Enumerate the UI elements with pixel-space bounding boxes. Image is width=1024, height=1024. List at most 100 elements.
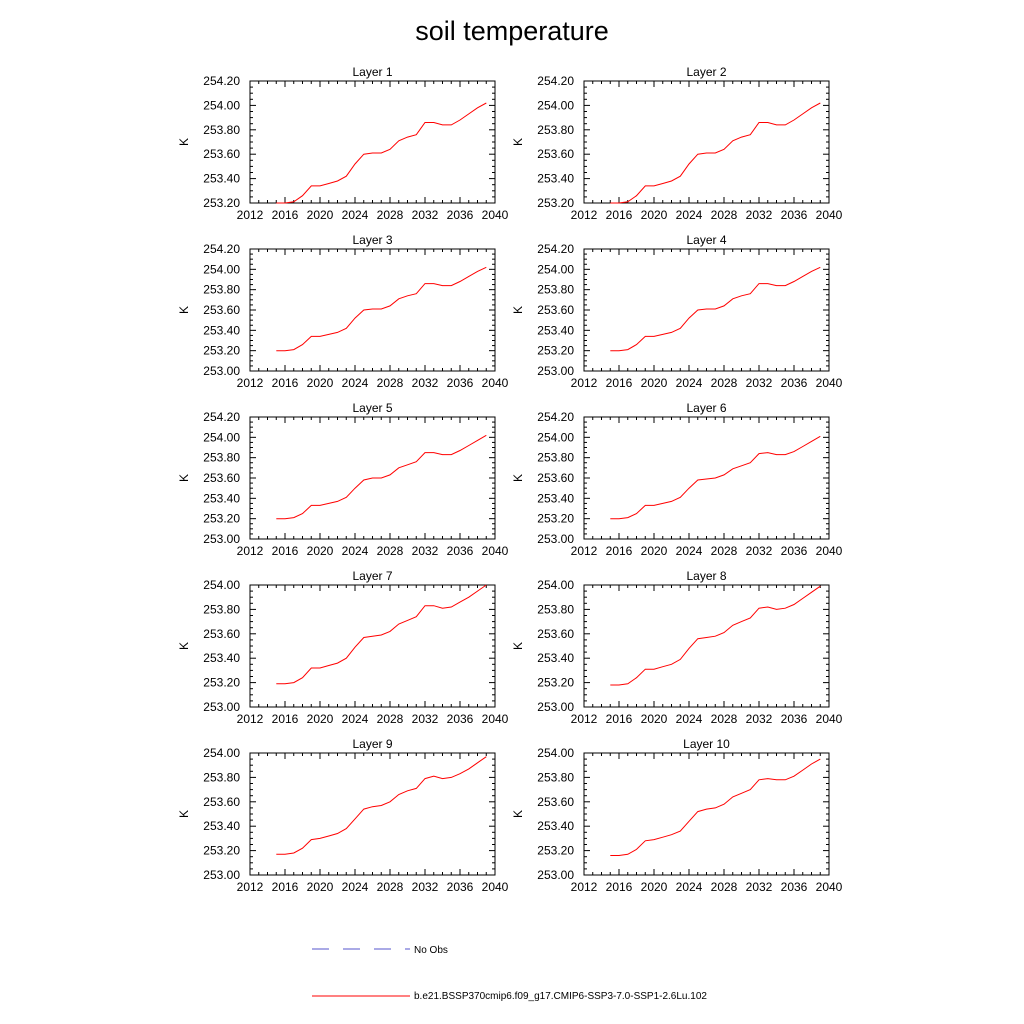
- y-tick-label: 253.60: [537, 471, 574, 485]
- x-tick-label: 2040: [482, 712, 509, 726]
- x-tick-label: 2012: [237, 880, 264, 894]
- x-tick-label: 2036: [447, 544, 474, 558]
- y-axis-label: K: [511, 138, 525, 146]
- series-line: [276, 102, 487, 204]
- panel-3: Layer 3 2012 2016 2020 2024 2028 2032 2036 2040 2…: [177, 233, 509, 390]
- x-tick-label: 2016: [272, 544, 299, 558]
- panel-grid: Layer 1 2012 2016 2020 2024 2028 2032 2036 2040 2…: [177, 65, 843, 894]
- y-tick-label: 253.00: [203, 868, 240, 882]
- panel-5: Layer 5 2012 2016 2020 2024 2028 2032 2036 2040 2…: [177, 401, 509, 558]
- x-tick-label: 2016: [606, 712, 633, 726]
- y-tick-label: 253.40: [537, 172, 574, 186]
- y-tick-label: 253.20: [203, 676, 240, 690]
- x-tick-label: 2020: [641, 376, 668, 390]
- y-tick-label: 254.00: [203, 262, 240, 276]
- x-tick-label: 2032: [412, 208, 439, 222]
- y-tick-label: 253.80: [537, 451, 574, 465]
- plot-frame: [583, 584, 830, 708]
- x-tick-label: 2016: [272, 208, 299, 222]
- x-tick-label: 2040: [816, 208, 843, 222]
- y-tick-label: 254.20: [537, 74, 574, 88]
- x-tick-label: 2032: [412, 712, 439, 726]
- y-tick-label: 253.80: [203, 770, 240, 784]
- x-tick-label: 2020: [641, 880, 668, 894]
- y-tick-label: 254.00: [203, 746, 240, 760]
- x-tick-label: 2040: [482, 376, 509, 390]
- y-tick-label: 253.60: [203, 471, 240, 485]
- x-tick-label: 2040: [482, 880, 509, 894]
- y-tick-label: 253.20: [537, 676, 574, 690]
- y-axis-label: K: [511, 306, 525, 314]
- series-line: [276, 434, 487, 520]
- panel-6: Layer 6 2012 2016 2020 2024 2028 2032 2036 2040 2…: [511, 401, 843, 558]
- x-tick-label: 2012: [571, 544, 598, 558]
- x-tick-label: 2020: [641, 208, 668, 222]
- x-tick-label: 2016: [272, 376, 299, 390]
- x-tick-label: 2028: [377, 712, 404, 726]
- panel-8: Layer 8 2012 2016 2020 2024 2028 2032 2036 2040 2…: [511, 569, 843, 726]
- x-tick-label: 2024: [342, 880, 369, 894]
- plot-frame: [583, 416, 830, 540]
- x-tick-label: 2028: [377, 544, 404, 558]
- x-tick-label: 2032: [412, 880, 439, 894]
- series-line: [610, 758, 821, 856]
- x-tick-label: 2020: [641, 712, 668, 726]
- x-tick-label: 2032: [412, 544, 439, 558]
- x-tick-label: 2028: [377, 208, 404, 222]
- y-tick-label: 253.00: [203, 700, 240, 714]
- panel-4: Layer 4 2012 2016 2020 2024 2028 2032 2036 2040 2…: [511, 233, 843, 390]
- x-tick-label: 2040: [816, 544, 843, 558]
- x-tick-label: 2028: [711, 376, 738, 390]
- y-tick-label: 254.00: [203, 578, 240, 592]
- x-tick-label: 2040: [816, 712, 843, 726]
- panel-title: Layer 2: [686, 65, 726, 79]
- y-tick-label: 254.20: [537, 410, 574, 424]
- x-tick-label: 2036: [781, 544, 808, 558]
- x-tick-label: 2040: [482, 544, 509, 558]
- y-tick-label: 253.60: [537, 795, 574, 809]
- y-tick-label: 254.20: [203, 74, 240, 88]
- y-tick-label: 253.20: [203, 344, 240, 358]
- y-tick-label: 254.20: [537, 242, 574, 256]
- y-tick-label: 253.40: [537, 819, 574, 833]
- series-line: [610, 435, 821, 520]
- y-tick-label: 253.40: [203, 491, 240, 505]
- y-tick-label: 253.80: [203, 283, 240, 297]
- x-tick-label: 2036: [447, 208, 474, 222]
- y-tick-label: 253.80: [203, 451, 240, 465]
- x-tick-label: 2028: [711, 544, 738, 558]
- y-axis-label: K: [177, 642, 191, 650]
- x-tick-label: 2012: [571, 880, 598, 894]
- panel-title: Layer 6: [686, 401, 726, 415]
- x-tick-label: 2024: [676, 880, 703, 894]
- x-tick-label: 2012: [571, 376, 598, 390]
- y-tick-label: 253.00: [537, 868, 574, 882]
- x-tick-label: 2032: [746, 376, 773, 390]
- y-tick-label: 253.60: [537, 627, 574, 641]
- x-tick-label: 2028: [377, 880, 404, 894]
- x-tick-label: 2016: [606, 544, 633, 558]
- figure-title: soil temperature: [415, 16, 609, 46]
- y-tick-label: 253.00: [537, 532, 574, 546]
- y-tick-label: 253.60: [203, 627, 240, 641]
- y-tick-label: 253.80: [537, 123, 574, 137]
- plot-frame: [583, 248, 830, 372]
- x-tick-label: 2032: [746, 880, 773, 894]
- y-tick-label: 253.20: [537, 344, 574, 358]
- x-tick-label: 2028: [711, 712, 738, 726]
- x-tick-label: 2040: [816, 376, 843, 390]
- plot-frame: [583, 80, 830, 204]
- plot-frame: [249, 80, 496, 204]
- x-tick-label: 2024: [676, 544, 703, 558]
- x-tick-label: 2012: [237, 376, 264, 390]
- y-tick-label: 253.60: [537, 147, 574, 161]
- x-tick-label: 2020: [307, 376, 334, 390]
- y-tick-label: 253.20: [203, 844, 240, 858]
- series-line: [610, 102, 821, 204]
- y-tick-label: 253.00: [203, 532, 240, 546]
- series-line: [276, 584, 487, 685]
- panel-title: Layer 7: [352, 569, 392, 583]
- y-tick-label: 253.80: [537, 283, 574, 297]
- x-tick-label: 2028: [377, 376, 404, 390]
